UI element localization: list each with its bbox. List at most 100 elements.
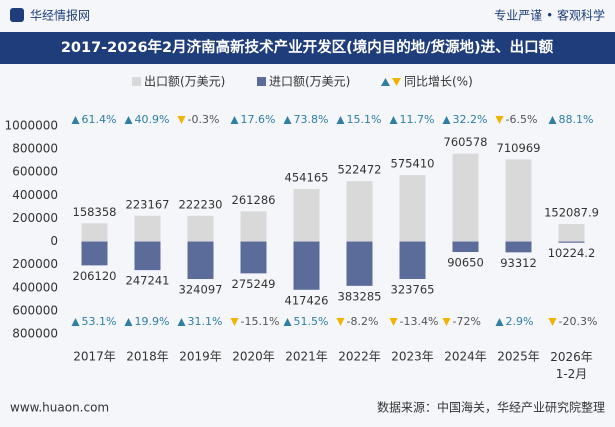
y-tick-label: 1000000	[5, 119, 58, 133]
legend-label: 进口额(万美元)	[269, 75, 350, 89]
bar	[81, 241, 108, 266]
growth-label: -15.1%	[241, 315, 280, 328]
growth-label: 51.5%	[294, 315, 329, 328]
value-label: 223167	[126, 197, 170, 211]
website: www.huaon.com	[10, 401, 109, 415]
bar	[187, 215, 214, 242]
value-label: 261286	[232, 193, 276, 207]
value-label: 324097	[179, 283, 223, 297]
growth-down-arrow	[389, 318, 398, 326]
growth-up-arrow	[442, 116, 451, 124]
growth-label: 32.2%	[453, 113, 488, 126]
value-label: 760578	[444, 135, 488, 149]
value-label: 10224.2	[548, 246, 596, 260]
bar	[240, 211, 267, 242]
legend-swatch	[132, 77, 141, 86]
bar	[558, 223, 585, 242]
growth-down-arrow	[548, 318, 557, 326]
growth-down-arrow	[177, 116, 186, 124]
slogan: 专业严谨 • 客观科学	[494, 8, 605, 23]
x-tick-label: 2017年	[73, 350, 116, 364]
growth-up-arrow	[283, 318, 292, 326]
value-label: 522472	[338, 163, 382, 177]
bar	[134, 241, 161, 271]
value-label: 152087.9	[544, 205, 599, 219]
growth-label: 17.6%	[241, 113, 276, 126]
bar	[346, 181, 373, 242]
growth-label: -8.2%	[347, 315, 379, 328]
growth-up-arrow	[336, 116, 345, 124]
y-tick-label: 400000	[12, 188, 58, 202]
value-label: 454165	[285, 171, 329, 185]
growth-up-arrow	[495, 318, 504, 326]
y-tick-label: 600000	[12, 303, 58, 317]
y-tick-label: 600000	[12, 165, 58, 179]
growth-label: 61.4%	[82, 113, 117, 126]
growth-label: 19.9%	[135, 315, 170, 328]
growth-up-arrow	[389, 116, 398, 124]
growth-label: -72%	[453, 315, 481, 328]
bar	[452, 241, 479, 253]
value-label: 710969	[497, 141, 541, 155]
growth-label: 31.1%	[188, 315, 223, 328]
x-tick-label: 2025年	[497, 350, 540, 364]
value-label: 247241	[126, 274, 170, 288]
bar	[505, 159, 532, 242]
growth-label: 15.1%	[347, 113, 382, 126]
y-tick-label: 800000	[12, 327, 58, 341]
growth-label: -20.3%	[559, 315, 598, 328]
x-tick-label: 2020年	[232, 350, 275, 364]
bar	[134, 215, 161, 242]
growth-up-arrow	[124, 318, 133, 326]
title-band	[0, 32, 615, 64]
legend-down	[392, 78, 401, 86]
y-tick-label: 800000	[12, 142, 58, 156]
value-label: 575410	[391, 157, 435, 171]
growth-label: 73.8%	[294, 113, 329, 126]
x-tick-label: 2021年	[285, 350, 328, 364]
growth-down-arrow	[442, 318, 451, 326]
bar	[240, 241, 267, 274]
growth-up-arrow	[548, 116, 557, 124]
value-label: 222230	[179, 197, 223, 211]
y-tick-label: 200000	[12, 257, 58, 271]
bar	[505, 241, 532, 253]
growth-label: 53.1%	[82, 315, 117, 328]
y-tick-label: 0	[50, 234, 58, 248]
value-label: 206120	[73, 269, 117, 283]
bar	[399, 241, 426, 279]
bar	[558, 241, 585, 243]
bar	[293, 241, 320, 290]
bar	[81, 223, 108, 242]
growth-up-arrow	[124, 116, 133, 124]
bar	[452, 153, 479, 242]
growth-down-arrow	[495, 116, 504, 124]
growth-label: -13.4%	[400, 315, 439, 328]
growth-label: 2.9%	[506, 315, 534, 328]
value-label: 90650	[447, 256, 484, 270]
growth-down-arrow	[336, 318, 345, 326]
growth-label: 11.7%	[400, 113, 435, 126]
legend-label: 同比增长(%)	[404, 75, 473, 89]
y-tick-label: 400000	[12, 280, 58, 294]
growth-up-arrow	[71, 318, 80, 326]
logo-icon	[10, 8, 24, 22]
chart-title: 2017-2026年2月济南高新技术产业开发区(境内目的地/货源地)进、出口额	[61, 38, 554, 56]
growth-label: 40.9%	[135, 113, 170, 126]
growth-down-arrow	[230, 318, 239, 326]
growth-label: 88.1%	[559, 113, 594, 126]
legend-up	[381, 78, 390, 86]
legend-swatch	[257, 77, 266, 86]
growth-label: -0.3%	[188, 113, 220, 126]
x-tick-label: 2018年	[126, 350, 169, 364]
value-label: 158358	[73, 205, 117, 219]
growth-label: -6.5%	[506, 113, 538, 126]
value-label: 323765	[391, 282, 435, 296]
bar	[293, 189, 320, 242]
value-label: 383285	[338, 289, 382, 303]
growth-up-arrow	[71, 116, 80, 124]
value-label: 93312	[500, 256, 537, 270]
logo-text: 华经情报网	[30, 8, 90, 23]
bar	[346, 241, 373, 286]
